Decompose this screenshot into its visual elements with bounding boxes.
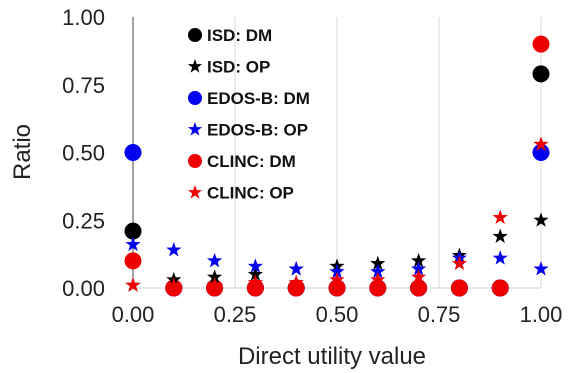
edos-b-dm-point — [532, 144, 550, 161]
isd-dm-point — [532, 65, 550, 83]
edos-b-op-point — [492, 250, 508, 265]
legend-marker-isd-dm — [188, 28, 202, 42]
edos-b-op-point — [166, 242, 182, 257]
clinc-op-point — [206, 277, 223, 292]
edos-b-op-point — [533, 261, 549, 276]
legend-label-edos-b-op: EDOS-B: OP — [207, 121, 308, 140]
legend-marker-edos-b-op — [187, 122, 203, 136]
x-tick-label: 0.25 — [214, 302, 257, 327]
clinc-dm-point — [246, 279, 264, 297]
isd-dm-point — [124, 222, 142, 240]
clinc-op-point — [288, 274, 304, 290]
clinc-op-point — [451, 255, 468, 271]
clinc-dm-point — [491, 279, 509, 297]
clinc-dm-point — [369, 279, 387, 297]
clinc-op-point — [125, 277, 141, 292]
isd-op-point — [206, 269, 223, 284]
grid — [132, 17, 542, 288]
legend-label-edos-b-dm: EDOS-B: DM — [207, 89, 310, 108]
edos-b-op-point — [370, 263, 386, 279]
legend: ISD: DM ISD: OP EDOS-B: DM EDOS-B: OP CLINC:… — [187, 26, 310, 203]
x-tick-label: 0.00 — [112, 302, 155, 327]
legend-label-isd-dm: ISD: DM — [207, 26, 272, 45]
legend-marker-clinc-dm — [188, 154, 202, 168]
edos-b-dm-point — [124, 144, 142, 161]
edos-b-op-point — [329, 263, 345, 279]
legend-label-isd-op: ISD: OP — [207, 58, 270, 77]
clinc-op-point — [329, 271, 345, 287]
clinc-dm-point — [328, 279, 346, 297]
legend-marker-edos-b-dm — [188, 91, 202, 105]
edos-b-op-point — [125, 236, 141, 252]
isd-op-point — [533, 212, 549, 227]
x-axis-label: Direct utility value — [238, 343, 426, 370]
y-tick-label: 0.75 — [62, 73, 105, 98]
clinc-dm-point — [532, 35, 550, 53]
clinc-dm-point — [410, 279, 428, 297]
clinc-op-point — [247, 274, 264, 290]
isd-op-point — [492, 228, 508, 243]
x-tick-label: 1.00 — [520, 302, 563, 327]
clinc-op-point — [166, 277, 182, 292]
clinc-op-point — [370, 271, 386, 287]
clinc-dm-point — [287, 279, 305, 297]
legend-marker-isd-op — [187, 59, 203, 73]
legend-marker-clinc-op — [187, 185, 203, 199]
legend-label-clinc-dm: CLINC: DM — [207, 152, 296, 171]
x-tick-label: 0.75 — [418, 302, 461, 327]
edos-b-op-point — [288, 261, 304, 276]
y-tick-label: 0.00 — [62, 276, 105, 301]
isd-op-point — [247, 266, 264, 281]
x-tick-label: 0.50 — [316, 302, 359, 327]
clinc-op-point — [492, 209, 508, 225]
isd-op-point — [410, 252, 427, 268]
y-tick-label: 0.25 — [62, 208, 105, 233]
clinc-dm-point — [450, 279, 468, 297]
clinc-op-point — [533, 136, 549, 151]
clinc-op-point — [410, 269, 427, 284]
y-axis-label: Ratio — [9, 124, 36, 180]
y-tick-label: 0.50 — [62, 141, 105, 166]
data-marks — [124, 35, 550, 297]
edos-b-op-point — [410, 261, 427, 276]
edos-b-op-point — [206, 252, 223, 268]
edos-b-op-point — [247, 258, 264, 273]
clinc-dm-point — [124, 252, 142, 270]
axes: 0.00 0.25 0.50 0.75 1.00 0.00 0.25 0.50 0.75 1.00 — [62, 5, 562, 327]
isd-op-point — [370, 255, 386, 271]
y-tick-label: 1.00 — [62, 5, 105, 30]
legend-label-clinc-op: CLINC: OP — [207, 184, 294, 203]
